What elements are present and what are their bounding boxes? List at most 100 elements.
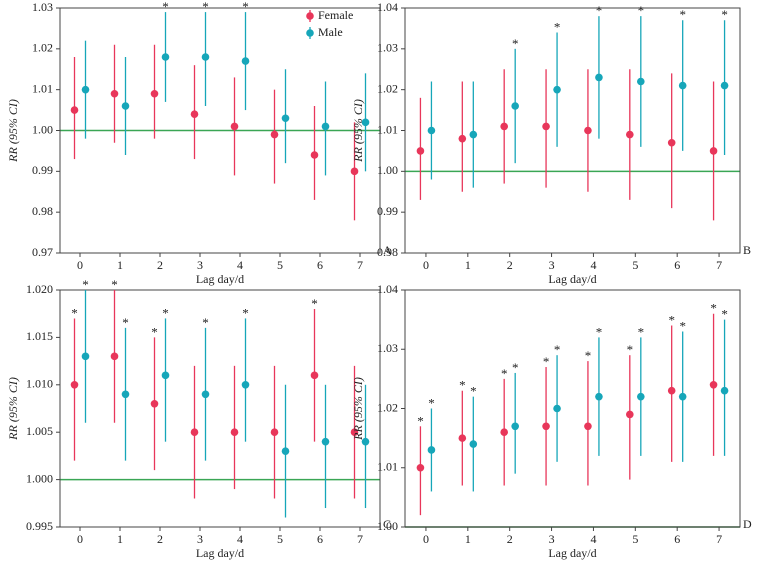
- x-tick-label: 1: [117, 532, 123, 546]
- point: [500, 428, 508, 437]
- y-tick-label: 1.015: [26, 329, 53, 343]
- significance-marker: *: [202, 315, 209, 330]
- x-axis-label: Lag day/d: [196, 546, 244, 560]
- plot-frame: [404, 7, 741, 254]
- y-tick-label: 1.02: [32, 41, 53, 55]
- point: [458, 434, 467, 442]
- x-tick-label: 2: [157, 258, 163, 272]
- significance-marker: *: [543, 354, 550, 369]
- y-tick-label: 1.00: [32, 122, 53, 136]
- x-tick-label: 5: [632, 532, 638, 546]
- point: [110, 352, 119, 361]
- x-tick-label: 4: [590, 258, 596, 272]
- point: [81, 85, 90, 94]
- point: [70, 381, 79, 389]
- point: [361, 118, 370, 127]
- y-tick-label: 1.01: [377, 122, 398, 136]
- point: [110, 89, 119, 98]
- x-tick-label: 5: [632, 258, 638, 272]
- point: [241, 57, 250, 65]
- significance-marker: *: [512, 360, 519, 375]
- point: [310, 371, 319, 380]
- point: [584, 422, 592, 431]
- point: [427, 126, 436, 135]
- y-tick-label: 0.98: [377, 245, 398, 259]
- point: [542, 422, 550, 431]
- x-tick-label: 6: [317, 258, 323, 272]
- panel-label: C: [383, 517, 391, 531]
- significance-marker: *: [679, 318, 686, 333]
- point: [500, 122, 508, 131]
- significance-marker: *: [554, 342, 561, 357]
- point: [469, 440, 478, 448]
- point: [161, 371, 170, 380]
- x-tick-label: 1: [465, 532, 471, 546]
- significance-marker: *: [122, 315, 129, 330]
- x-tick-label: 1: [117, 258, 123, 272]
- point: [321, 437, 330, 446]
- x-axis-label: Lag day/d: [548, 546, 596, 560]
- y-tick-label: 1.020: [26, 282, 53, 296]
- point: [595, 392, 603, 401]
- point: [542, 122, 550, 131]
- x-tick-label: 7: [357, 532, 363, 546]
- significance-marker: *: [721, 307, 728, 322]
- significance-marker: *: [638, 3, 645, 18]
- point: [190, 110, 199, 118]
- significance-marker: *: [417, 413, 424, 428]
- significance-marker: *: [428, 395, 435, 410]
- y-tick-label: 1.005: [26, 424, 53, 438]
- point: [720, 386, 729, 395]
- significance-marker: *: [71, 305, 78, 320]
- y-tick-label: 1.04: [377, 0, 398, 14]
- x-tick-label: 5: [277, 258, 283, 272]
- y-tick-label: 1.01: [32, 81, 53, 95]
- point: [321, 122, 330, 131]
- point: [201, 390, 210, 399]
- significance-marker: *: [679, 7, 686, 22]
- significance-marker: *: [512, 36, 519, 51]
- point: [678, 392, 687, 401]
- x-tick-label: 3: [549, 258, 555, 272]
- plot-frame: [59, 289, 381, 528]
- point: [595, 73, 603, 82]
- x-axis-label: Lag day/d: [196, 272, 244, 286]
- x-tick-label: 0: [423, 258, 429, 272]
- y-tick-label: 1.02: [377, 81, 398, 95]
- significance-marker: *: [668, 313, 675, 328]
- y-tick-label: 0.98: [32, 204, 53, 218]
- y-tick-label: 0.99: [32, 163, 53, 177]
- significance-marker: *: [710, 301, 717, 316]
- x-tick-label: 0: [77, 532, 83, 546]
- point: [709, 147, 718, 155]
- x-tick-label: 3: [549, 532, 555, 546]
- significance-marker: *: [638, 324, 645, 339]
- significance-marker: *: [82, 277, 89, 292]
- point: [458, 134, 467, 143]
- point: [70, 106, 79, 114]
- x-tick-label: 2: [157, 532, 163, 546]
- significance-marker: *: [151, 324, 158, 339]
- x-tick-label: 1: [465, 258, 471, 272]
- y-tick-label: 0.99: [377, 204, 398, 218]
- x-tick-label: 2: [507, 532, 513, 546]
- x-axis-label: Lag day/d: [548, 272, 596, 286]
- point: [678, 81, 687, 90]
- point: [709, 381, 718, 389]
- significance-marker: *: [721, 7, 728, 22]
- x-tick-label: 6: [674, 258, 680, 272]
- significance-marker: *: [459, 378, 466, 393]
- point: [553, 85, 561, 94]
- significance-marker: *: [311, 296, 318, 311]
- x-tick-label: 7: [716, 532, 722, 546]
- x-tick-label: 0: [77, 258, 83, 272]
- x-tick-label: 6: [674, 532, 680, 546]
- point: [553, 404, 561, 413]
- legend-marker: [306, 12, 314, 20]
- significance-marker: *: [585, 348, 592, 363]
- y-tick-label: 1.000: [26, 471, 53, 485]
- point: [416, 147, 425, 155]
- panel-label: B: [743, 243, 751, 257]
- x-tick-label: 3: [197, 258, 203, 272]
